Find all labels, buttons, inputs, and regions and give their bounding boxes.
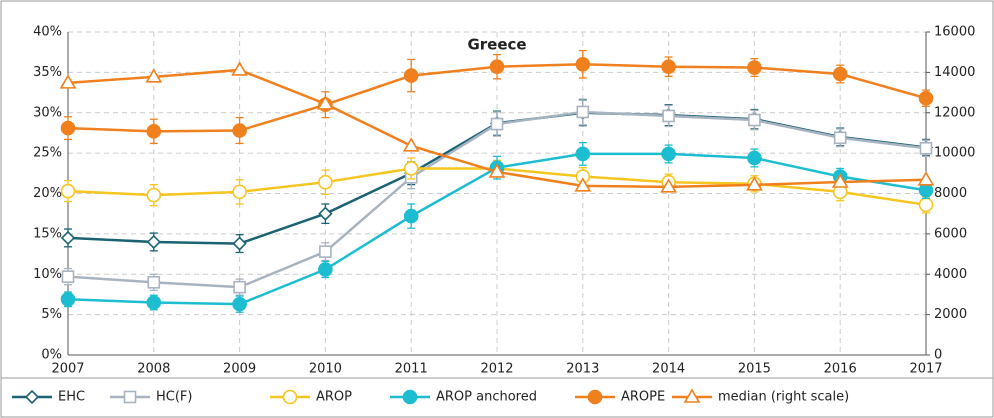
y-tick-label: 30% (33, 105, 62, 120)
data-point (833, 131, 847, 145)
x-tick-label: 2012 (480, 362, 513, 377)
data-point (232, 184, 247, 200)
data-point (576, 105, 590, 119)
data-point (60, 230, 76, 246)
legend-label: AROPE (621, 390, 665, 405)
data-point (660, 178, 677, 193)
data-point (403, 208, 419, 224)
data-point (661, 146, 676, 162)
data-point (232, 296, 247, 312)
x-tick-label: 2009 (223, 362, 256, 377)
y-tick-label: 5% (41, 307, 62, 322)
data-point (61, 270, 75, 283)
x-tick-label: 2007 (51, 362, 84, 377)
data-point (832, 66, 848, 82)
data-point (146, 124, 162, 139)
data-point (60, 183, 76, 199)
data-point (490, 117, 504, 131)
data-point (575, 146, 591, 162)
data-point (146, 295, 162, 310)
data-point (747, 150, 762, 166)
y2-tick-label: 16000 (934, 25, 975, 40)
data-point (918, 182, 934, 198)
x-tick-label: 2016 (824, 362, 857, 377)
legend-marker (123, 390, 137, 404)
data-point (403, 68, 419, 83)
data-point (319, 245, 332, 258)
legend-marker (402, 389, 418, 405)
data-point (232, 123, 247, 138)
legend-label: AROP anchored (436, 390, 537, 405)
y-tick-label: 35% (33, 65, 62, 80)
legend-marker (282, 389, 298, 405)
data-point (145, 68, 163, 83)
x-tick-label: 2010 (309, 362, 342, 377)
x-tick-label: 2014 (652, 362, 685, 377)
y-tick-label: 20% (33, 186, 62, 201)
data-point (147, 276, 161, 289)
y-tick-label: 10% (33, 267, 62, 282)
legend-label: AROP (316, 390, 352, 405)
data-point (574, 177, 592, 192)
legend-label: median (right scale) (718, 390, 849, 405)
y2-tick-label: 12000 (934, 105, 975, 120)
data-point (318, 174, 333, 190)
y-tick-label: 25% (33, 146, 62, 161)
y2-tick-label: 4000 (934, 267, 967, 282)
data-point (575, 57, 591, 72)
data-point (917, 171, 935, 186)
y2-tick-label: 6000 (934, 226, 967, 241)
y-tick-label: 15% (33, 226, 62, 241)
data-point (488, 163, 506, 178)
data-point (919, 141, 933, 155)
data-point (60, 291, 76, 307)
x-tick-label: 2011 (395, 362, 428, 377)
data-point (317, 95, 334, 110)
y-tick-label: 0% (41, 348, 62, 363)
data-point (233, 280, 246, 294)
data-point (662, 109, 675, 123)
y2-tick-label: 2000 (934, 307, 967, 322)
legend-label: HC(F) (156, 390, 192, 405)
legend-marker (683, 388, 701, 403)
y-tick-label: 40% (33, 25, 62, 40)
data-point (918, 90, 934, 106)
data-point (146, 187, 162, 203)
data-point (403, 161, 419, 176)
data-point (489, 59, 505, 75)
legend-marker (587, 389, 603, 405)
data-point (831, 173, 849, 188)
data-point (402, 137, 420, 152)
data-point (231, 61, 248, 76)
x-tick-label: 2008 (137, 362, 170, 377)
data-point (318, 206, 333, 221)
data-point (60, 120, 76, 136)
y2-tick-label: 14000 (934, 65, 975, 80)
data-point (232, 236, 247, 251)
data-point (146, 234, 161, 250)
data-point (747, 60, 762, 75)
x-tick-label: 2013 (566, 362, 599, 377)
data-point (746, 176, 763, 191)
legend-marker (24, 389, 40, 405)
y2-tick-label: 10000 (934, 146, 975, 161)
y2-tick-label: 0 (934, 348, 942, 363)
x-tick-label: 2015 (738, 362, 771, 377)
y2-tick-label: 8000 (934, 186, 967, 201)
data-point (748, 113, 761, 127)
data-point (918, 197, 934, 213)
data-point (59, 74, 77, 89)
legend-label: EHC (58, 390, 85, 405)
data-point (661, 59, 676, 75)
data-point (318, 262, 333, 277)
x-tick-label: 2017 (909, 362, 942, 377)
